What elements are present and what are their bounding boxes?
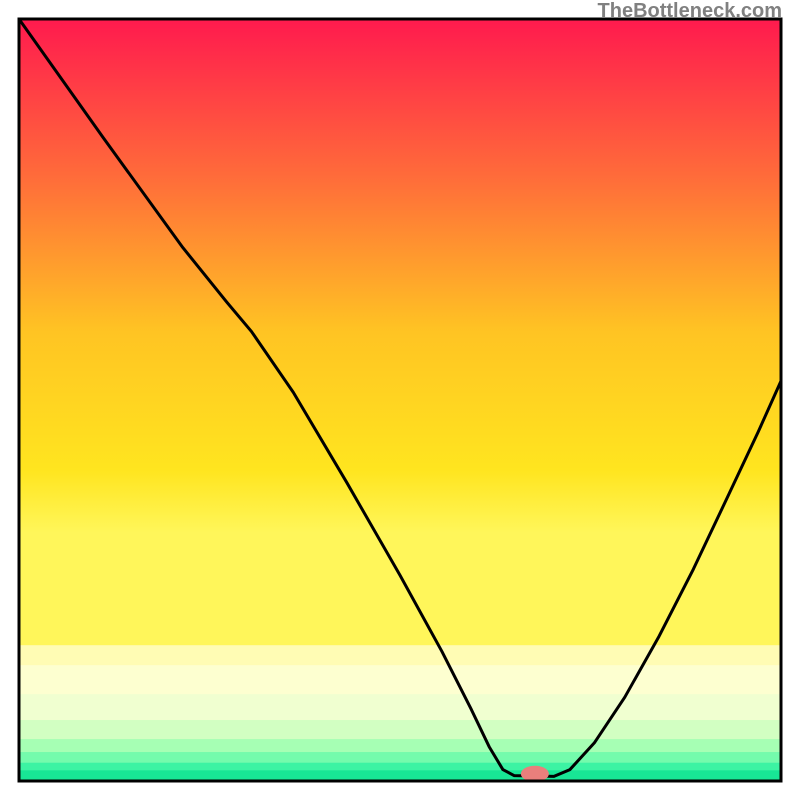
chart-background-band <box>19 763 781 771</box>
optimal-marker <box>521 766 549 782</box>
chart-background-band <box>19 645 781 665</box>
chart-background-band <box>19 739 781 752</box>
chart-container: TheBottleneck.com <box>0 0 800 800</box>
chart-background-band <box>19 665 781 694</box>
chart-background-band <box>19 752 781 763</box>
chart-background-band <box>19 694 781 720</box>
bottleneck-chart <box>0 0 800 800</box>
chart-background-gradient <box>19 19 781 645</box>
chart-background-band <box>19 720 781 740</box>
